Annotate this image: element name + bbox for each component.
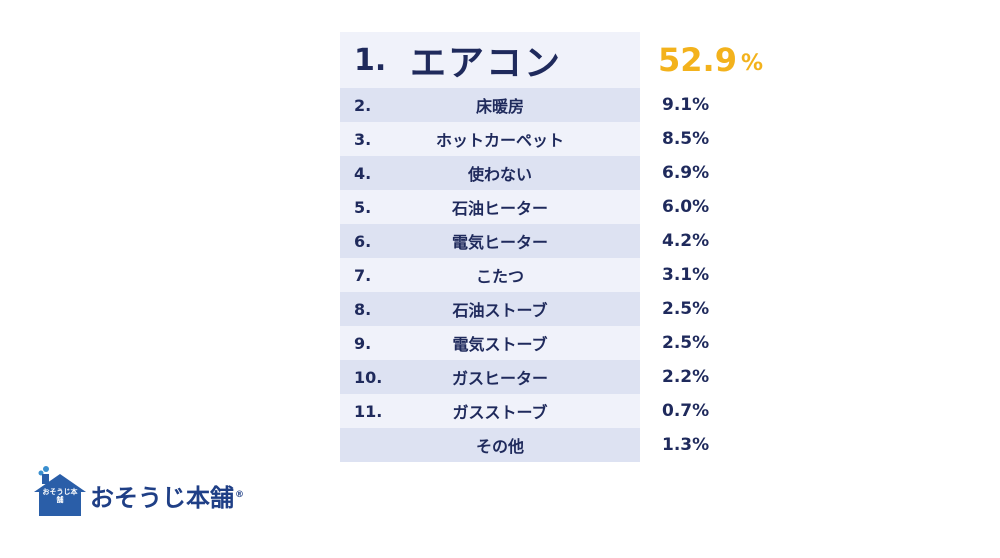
row-background	[340, 224, 640, 258]
rank-number: 4.	[354, 163, 372, 183]
row-background	[340, 156, 640, 190]
registered-mark: ®	[235, 490, 244, 500]
item-percentage: 8.5%	[662, 129, 710, 149]
ranking-row-11: 11. ガスストーブ 0.7%	[340, 394, 780, 428]
item-name: エアコン	[410, 43, 563, 84]
item-percentage: 0.7%	[662, 401, 710, 421]
ranking-row-5: 5. 石油ヒーター 6.0%	[340, 190, 780, 224]
item-percentage: 2.2%	[662, 367, 710, 387]
logo-wordmark: おそうじ本舗®	[90, 478, 244, 513]
percentage-unit: %	[740, 50, 763, 76]
house-icon	[34, 466, 86, 516]
item-name: 電気ストーブ	[452, 335, 548, 354]
percentage-number: 52.9	[658, 41, 737, 79]
ranking-row-8: 8. 石油ストーブ 2.5%	[340, 292, 780, 326]
row-background	[340, 360, 640, 394]
row-background	[340, 32, 640, 88]
ranking-row-2: 2. 床暖房 9.1%	[340, 88, 780, 122]
rank-number: 1.	[354, 42, 387, 78]
rank-number: 2.	[354, 95, 372, 115]
item-percentage: 6.0%	[662, 197, 710, 217]
item-name: その他	[475, 437, 524, 456]
item-name: 石油ストーブ	[452, 301, 548, 320]
rank-number: 3.	[354, 129, 372, 149]
ranking-row-6: 6. 電気ヒーター 4.2%	[340, 224, 780, 258]
item-name: 石油ヒーター	[451, 199, 548, 218]
logo-name: おそうじ本舗	[90, 484, 234, 512]
item-name: ガスヒーター	[451, 369, 548, 388]
row-background	[340, 190, 640, 224]
ranking-row-7: 7. こたつ 3.1%	[340, 258, 780, 292]
ranking-row-10: 10. ガスヒーター 2.2%	[340, 360, 780, 394]
rank-number: 9.	[354, 333, 372, 353]
ranking-row-3: 3. ホットカーペット 8.5%	[340, 122, 780, 156]
item-name: 使わない	[467, 165, 532, 184]
item-percentage: 1.3%	[662, 435, 710, 455]
item-name: ホットカーペット	[435, 131, 564, 150]
row-background	[340, 292, 640, 326]
ranking-row-4: 4. 使わない 6.9%	[340, 156, 780, 190]
rank-number: 11.	[354, 401, 383, 421]
item-name: こたつ	[475, 267, 524, 286]
item-percentage: 2.5%	[662, 299, 710, 319]
row-background	[340, 428, 640, 462]
item-percentage: 52.9%	[658, 32, 763, 88]
item-percentage: 9.1%	[662, 95, 710, 115]
ranking-row-other: その他 1.3%	[340, 428, 780, 462]
row-background	[340, 394, 640, 428]
item-name: ガスストーブ	[452, 403, 548, 422]
item-percentage: 4.2%	[662, 231, 710, 251]
row-background	[340, 88, 640, 122]
rank-number: 5.	[354, 197, 372, 217]
rank-number: 7.	[354, 265, 372, 285]
house-label: おそうじ本舗	[42, 488, 78, 504]
rank-number: 8.	[354, 299, 372, 319]
ranking-row-9: 9. 電気ストーブ 2.5%	[340, 326, 780, 360]
ranking-table: 1. エアコン 52.9% 2. 床暖房 9.1% 3. ホットカーペット 8.…	[340, 32, 780, 462]
row-background	[340, 122, 640, 156]
rank-number: 10.	[354, 367, 383, 387]
brand-logo: おそうじ本舗 おそうじ本舗®	[30, 464, 244, 524]
row-background	[340, 258, 640, 292]
item-name: 床暖房	[475, 97, 524, 116]
item-percentage: 6.9%	[662, 163, 710, 183]
item-name: 電気ヒーター	[451, 233, 548, 252]
row-background	[340, 326, 640, 360]
ranking-row-1: 1. エアコン 52.9%	[340, 32, 780, 88]
rank-number: 6.	[354, 231, 372, 251]
item-percentage: 2.5%	[662, 333, 710, 353]
item-percentage: 3.1%	[662, 265, 710, 285]
